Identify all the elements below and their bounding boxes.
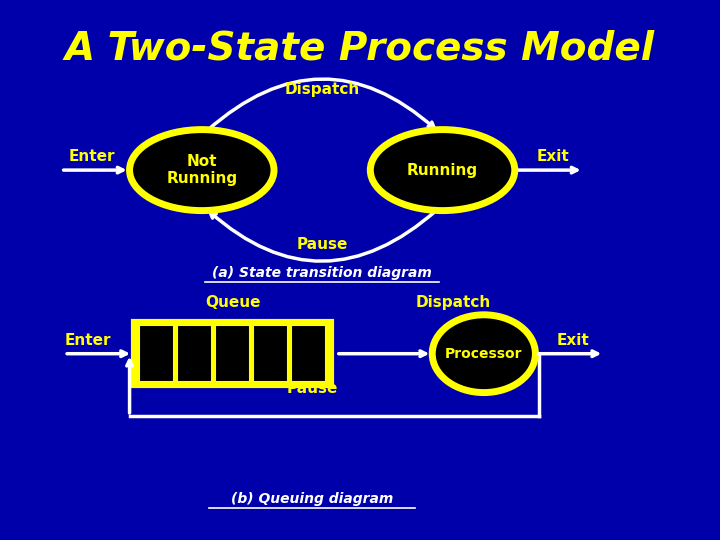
Bar (215, 325, 251, 382)
Text: Enter: Enter (68, 149, 115, 164)
Text: Exit: Exit (557, 333, 590, 348)
Text: Pause: Pause (297, 237, 348, 252)
Text: Running: Running (407, 163, 478, 178)
Bar (133, 321, 333, 386)
Bar (291, 325, 326, 382)
Text: Processor: Processor (445, 347, 523, 361)
Ellipse shape (130, 130, 274, 211)
Text: Exit: Exit (536, 149, 569, 164)
Text: Dispatch: Dispatch (284, 82, 360, 97)
Bar (177, 325, 212, 382)
Ellipse shape (370, 130, 515, 211)
Text: Queue: Queue (205, 295, 261, 310)
Text: Dispatch: Dispatch (415, 295, 490, 310)
Text: Enter: Enter (65, 333, 112, 348)
Bar (139, 325, 174, 382)
Text: Pause: Pause (286, 381, 338, 396)
Text: (b) Queuing diagram: (b) Queuing diagram (230, 492, 393, 507)
Text: Not
Running: Not Running (166, 154, 238, 186)
Bar (253, 325, 288, 382)
Text: A Two-State Process Model: A Two-State Process Model (65, 30, 655, 68)
Text: (a) State transition diagram: (a) State transition diagram (212, 266, 432, 280)
Ellipse shape (432, 315, 536, 393)
